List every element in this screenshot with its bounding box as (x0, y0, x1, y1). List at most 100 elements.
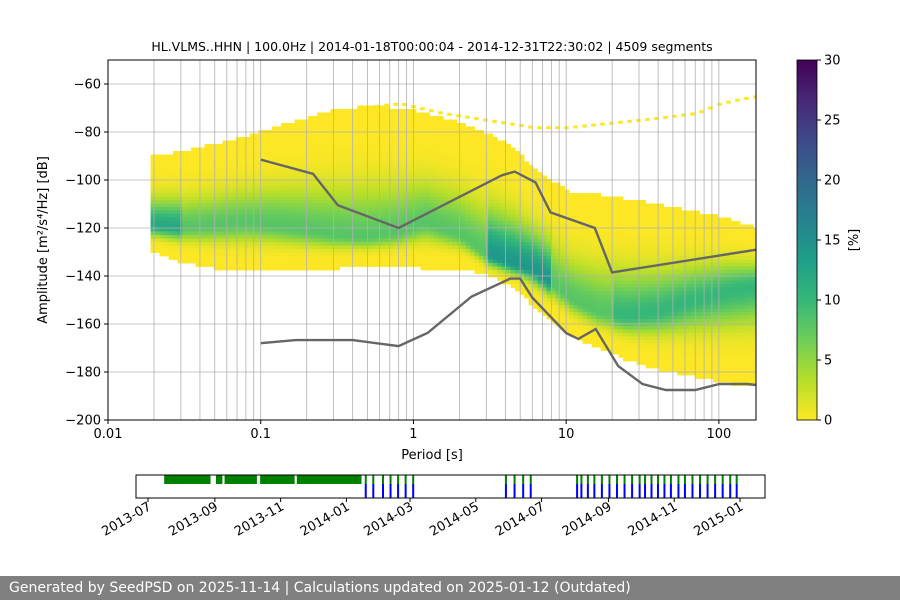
density-cell (542, 231, 547, 236)
density-cell (686, 361, 691, 365)
density-cell (501, 266, 507, 271)
density-cell (366, 140, 372, 145)
density-cell (681, 273, 687, 278)
density-cell (240, 242, 246, 246)
density-cell (204, 144, 210, 148)
density-cell (578, 193, 583, 197)
density-cell (668, 221, 673, 225)
density-cell (389, 112, 394, 117)
density-cell (276, 266, 282, 271)
density-cell (434, 168, 439, 173)
density-cell (533, 210, 538, 215)
density-cell (398, 189, 403, 194)
density-cell (573, 329, 579, 334)
density-cell (371, 242, 376, 246)
density-cell (177, 172, 183, 176)
density-cell (510, 217, 516, 222)
density-cell (371, 175, 376, 180)
density-cell (213, 179, 219, 183)
density-cell (465, 179, 471, 183)
density-cell (429, 228, 435, 232)
density-cell (335, 207, 340, 211)
density-cell (645, 319, 651, 323)
density-cell (321, 133, 327, 138)
density-cell (317, 151, 322, 155)
density-cell (362, 105, 367, 110)
density-cell (299, 238, 304, 243)
density-cell (344, 172, 349, 176)
density-cell (434, 245, 439, 250)
density-cell (227, 196, 232, 201)
density-cell (231, 172, 237, 176)
density-cell (263, 137, 268, 141)
density-cell (299, 245, 304, 250)
density-cell (681, 315, 687, 320)
density-cell (447, 154, 453, 159)
density-cell (389, 133, 394, 138)
density-cell (497, 217, 502, 222)
density-cell (375, 137, 381, 141)
density-cell (411, 263, 417, 267)
density-cell (393, 140, 399, 145)
density-cell (393, 112, 399, 117)
density-cell (542, 228, 547, 232)
density-cell (564, 249, 570, 253)
density-cell (447, 119, 453, 124)
density-cell (218, 235, 223, 239)
density-cell (627, 305, 633, 309)
density-cell (573, 308, 579, 313)
density-cell (375, 109, 381, 113)
density-cell (339, 179, 345, 183)
density-cell (393, 168, 399, 173)
density-cell (317, 235, 322, 239)
density-cell (330, 200, 336, 204)
density-cell (353, 126, 358, 131)
density-cell (623, 312, 628, 316)
density-cell (407, 245, 412, 250)
density-cell (659, 249, 664, 253)
density-cell (384, 182, 390, 187)
density-cell (200, 249, 205, 253)
density-cell (623, 326, 628, 330)
density-cell (528, 175, 534, 180)
density-cell (524, 294, 529, 299)
density-cell (330, 214, 336, 218)
density-cell (681, 217, 687, 222)
density-cell (492, 224, 498, 229)
density-cell (411, 189, 417, 194)
density-cell (290, 242, 295, 246)
density-cell (339, 189, 345, 194)
density-cell (582, 259, 588, 264)
density-cell (227, 249, 232, 253)
density-cell (308, 238, 313, 243)
density-cell (443, 242, 448, 246)
density-cell (267, 179, 273, 183)
density-cell (434, 147, 439, 152)
density-cell (182, 196, 187, 201)
density-cell (510, 172, 516, 176)
density-cell (245, 228, 250, 232)
density-cell (461, 123, 466, 127)
density-cell (299, 151, 304, 155)
density-cell (429, 116, 435, 120)
density-cell (686, 252, 691, 257)
density-cell (204, 217, 210, 222)
density-cell (501, 154, 507, 159)
density-cell (506, 231, 511, 236)
density-cell (573, 315, 579, 320)
density-cell (632, 329, 637, 334)
density-cell (555, 305, 561, 309)
density-cell (204, 210, 210, 215)
density-cell (663, 298, 669, 302)
density-cell (438, 231, 444, 236)
density-cell (510, 263, 516, 267)
density-cell (618, 200, 624, 204)
density-cell (384, 259, 390, 264)
density-cell (542, 207, 547, 211)
density-cell (321, 196, 327, 201)
density-cell (272, 235, 277, 239)
density-cell (663, 221, 669, 225)
density-cell (339, 193, 345, 197)
density-cell (443, 182, 448, 187)
density-cell (492, 144, 498, 148)
